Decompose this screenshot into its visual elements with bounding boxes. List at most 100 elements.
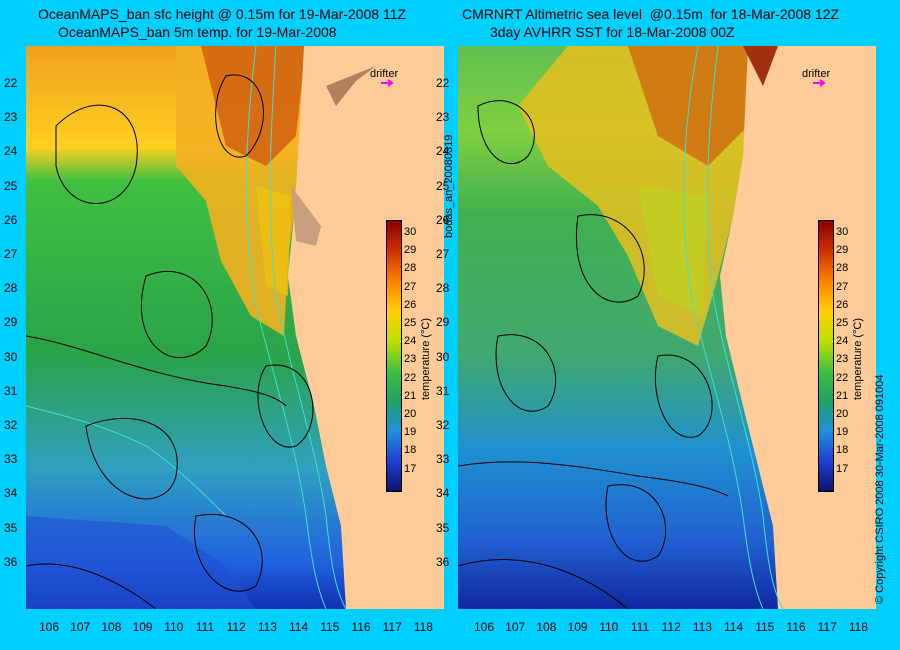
longitude-tick-label: 116: [786, 620, 806, 634]
latitude-tick-label: 31: [4, 383, 18, 398]
colorbar-tick-label: 17: [836, 462, 849, 475]
latitude-tick-label: 22: [436, 76, 450, 90]
longitude-tick-label: 111: [195, 620, 215, 634]
latitude-tick-label: 23: [4, 110, 18, 125]
latitude-tick-label: 27: [436, 247, 450, 261]
colorbar-tick-label: 27: [404, 280, 417, 293]
right-drifter-icon: [813, 79, 826, 87]
right-colorbar-label: temperature (°C): [852, 317, 864, 400]
colorbar-tick-label: 28: [404, 262, 417, 275]
longitude-tick-label: 109: [567, 620, 588, 634]
colorbar-tick-label: 23: [836, 353, 849, 366]
longitude-tick-label: 118: [848, 620, 868, 634]
longitude-tick-label: 108: [101, 620, 122, 634]
left-map-panel: [26, 46, 444, 609]
right-drifter-label: drifter: [802, 68, 831, 80]
latitude-tick-label: 32: [4, 418, 18, 432]
colorbar-tick-label: 28: [836, 262, 849, 275]
longitude-tick-label: 112: [226, 620, 246, 634]
colorbar-tick-label: 20: [404, 408, 417, 420]
left-drifter-icon: [381, 79, 394, 87]
longitude-tick-label: 118: [413, 620, 433, 634]
left-land: [288, 46, 444, 609]
longitude-tick-label: 113: [257, 620, 277, 634]
longitude-tick-label: 107: [70, 620, 91, 634]
latitude-tick-label: 36: [436, 554, 450, 569]
right-title-line1: CMRNRT Altimetric sea level @0.15m for 1…: [462, 6, 840, 22]
colorbar-tick-label: 25: [404, 317, 417, 329]
colorbar-tick-label: 21: [836, 389, 849, 402]
analysis-tag-label: bodas_an_20080319: [443, 134, 455, 238]
latitude-tick-label: 32: [436, 418, 450, 432]
latitude-tick-label: 29: [436, 315, 450, 330]
colorbar-tick-label: 30: [404, 226, 417, 238]
latitude-tick-label: 30: [436, 349, 450, 364]
latitude-tick-label: 35: [4, 520, 18, 535]
left-title-line1: OceanMAPS_ban sfc height @ 0.15m for 19-…: [38, 6, 407, 22]
longitude-tick-label: 108: [536, 620, 557, 634]
right-land: [720, 46, 876, 609]
colorbar-tick-label: 18: [836, 444, 849, 457]
latitude-tick-label: 36: [4, 554, 18, 569]
latitude-tick-label: 34: [4, 486, 18, 501]
latitude-tick-label: 23: [436, 110, 450, 125]
longitude-tick-label: 113: [692, 620, 712, 634]
longitude-tick-label: 111: [630, 620, 650, 634]
colorbar-tick-label: 19: [404, 426, 417, 439]
colorbar-tick-label: 22: [836, 371, 849, 384]
latitude-tick-label: 31: [436, 383, 450, 398]
latitude-tick-label: 27: [4, 247, 18, 261]
longitude-tick-label: 107: [505, 620, 526, 634]
colorbar-tick-label: 25: [836, 317, 849, 329]
left-title-line2: OceanMAPS_ban 5m temp. for 19-Mar-2008: [58, 24, 337, 40]
colorbar-tick-label: 21: [404, 389, 417, 402]
longitude-tick-label: 116: [351, 620, 371, 634]
left-colorbar: [386, 220, 402, 492]
longitude-tick-label: 106: [38, 620, 60, 634]
latitude-tick-label: 24: [436, 144, 450, 159]
colorbar-tick-label: 17: [404, 462, 417, 475]
colorbar-tick-label: 30: [836, 226, 849, 238]
colorbar-tick-label: 26: [404, 298, 417, 311]
latitude-tick-label: 29: [4, 315, 18, 330]
longitude-tick-label: 114: [289, 620, 309, 634]
colorbar-tick-label: 24: [404, 335, 417, 348]
longitude-tick-label: 106: [473, 620, 495, 634]
copyright-label: © Copyright CSIRO 2008 30-Mar-2008 09100…: [874, 374, 886, 604]
latitude-tick-label: 26: [4, 212, 18, 227]
right-map-panel: [458, 46, 876, 609]
left-colorbar-label: temperature (°C): [420, 317, 432, 400]
latitude-tick-label: 35: [436, 520, 450, 535]
colorbar-tick-label: 20: [836, 408, 849, 420]
colorbar-tick-label: 22: [404, 371, 417, 384]
latitude-tick-label: 34: [436, 486, 450, 501]
colorbar-tick-label: 26: [836, 298, 849, 311]
colorbar-tick-label: 29: [404, 244, 417, 257]
colorbar-tick-label: 29: [836, 244, 849, 257]
latitude-tick-label: 28: [4, 281, 18, 296]
colorbar-tick-label: 18: [404, 444, 417, 457]
colorbar-tick-label: 27: [836, 280, 849, 293]
right-title-line2: 3day AVHRR SST for 18-Mar-2008 00Z: [490, 24, 735, 40]
latitude-tick-label: 22: [4, 76, 18, 90]
left-drifter-label: drifter: [370, 68, 399, 80]
latitude-tick-label: 28: [436, 281, 450, 296]
colorbar-tick-label: 23: [404, 353, 417, 366]
colorbar-tick-label: 24: [836, 335, 849, 348]
latitude-tick-label: 30: [4, 349, 18, 364]
longitude-tick-label: 112: [661, 620, 681, 634]
longitude-tick-label: 115: [755, 620, 775, 634]
right-map-svg: [458, 46, 876, 609]
latitude-tick-label: 24: [4, 144, 18, 159]
right-colorbar: [818, 220, 834, 492]
longitude-tick-label: 117: [817, 620, 837, 634]
latitude-tick-label: 33: [436, 452, 450, 467]
longitude-tick-label: 109: [132, 620, 153, 634]
colorbar-tick-label: 19: [836, 426, 849, 439]
longitude-tick-label: 117: [382, 620, 402, 634]
latitude-tick-label: 26: [436, 212, 450, 227]
longitude-tick-label: 114: [724, 620, 744, 634]
left-map-svg: [26, 46, 444, 609]
latitude-tick-label: 25: [4, 178, 18, 193]
longitude-tick-label: 110: [599, 620, 619, 634]
